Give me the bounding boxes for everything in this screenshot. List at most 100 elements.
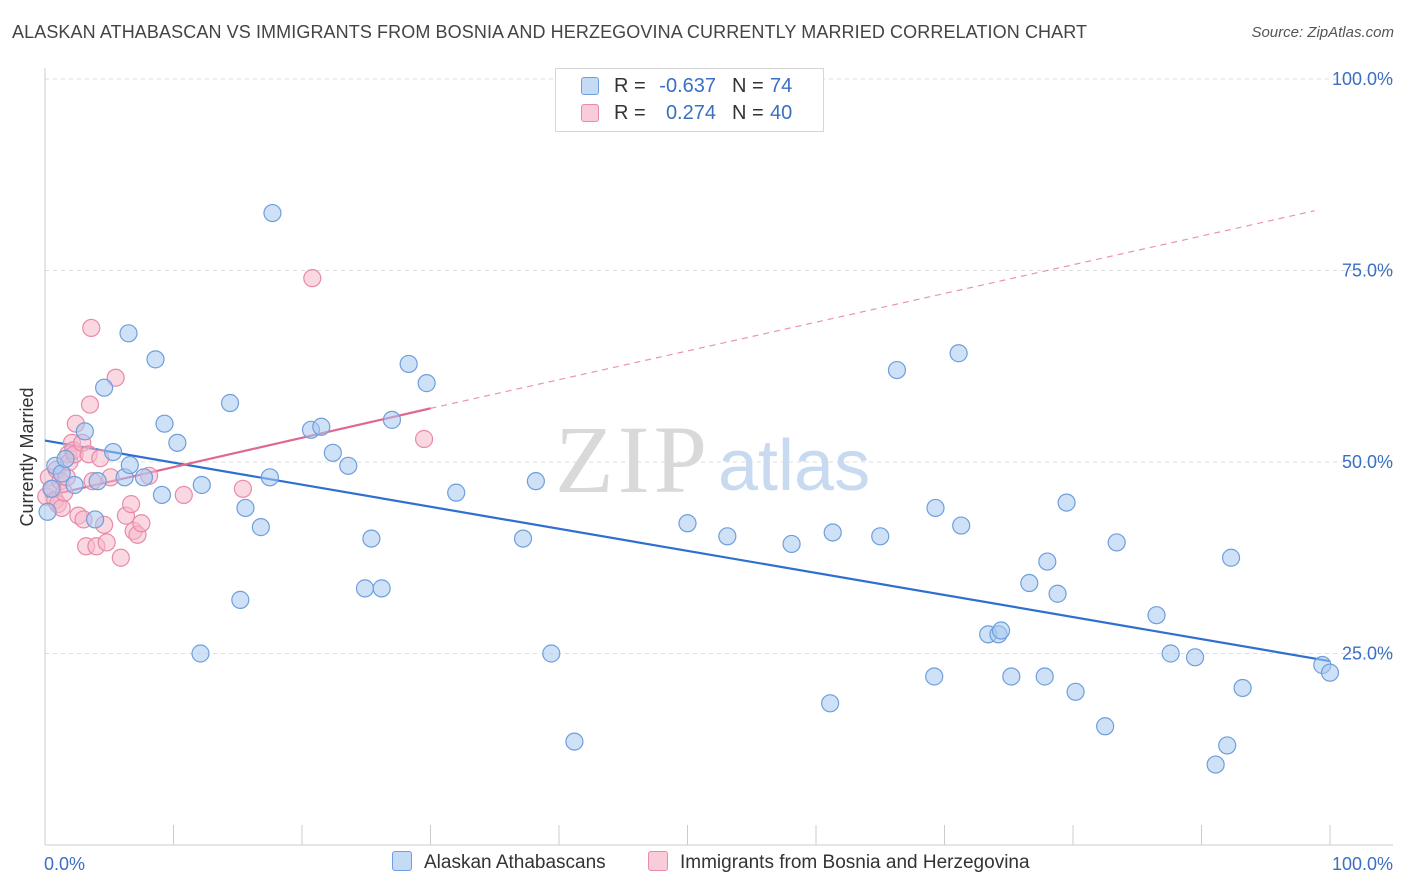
athabascan-point (372, 579, 391, 598)
bosnia-point (132, 514, 151, 533)
athabascan-point (86, 510, 105, 529)
athabascan-point (104, 442, 123, 462)
y-axis-label: Currently Married (17, 387, 37, 526)
athabascan-point (88, 472, 107, 491)
athabascan-point (75, 422, 94, 441)
athabascan-point (42, 479, 61, 498)
athabascan-point (718, 527, 737, 546)
y-tick-label: 25.0% (1342, 644, 1393, 664)
athabascan-point (1020, 573, 1039, 593)
athabascan-point (220, 393, 240, 413)
athabascan-point (120, 455, 139, 475)
athabascan-point (565, 732, 584, 751)
grid-layer (45, 78, 1393, 654)
athabascan-point (871, 527, 890, 546)
athabascan-point (251, 518, 270, 537)
athabascan-point (1096, 717, 1115, 736)
athabascan-point (949, 344, 968, 363)
y-tick-label: 50.0% (1342, 452, 1393, 472)
watermark-zip: ZIP (555, 406, 711, 513)
athabascan-point (56, 449, 75, 469)
athabascan-point (323, 443, 342, 462)
bosnia-point (106, 368, 125, 387)
athabascan-point (678, 514, 697, 533)
legend-r-value: 0.274 (665, 102, 716, 124)
athabascan-point (1038, 552, 1057, 571)
legend-label-bosnia: Immigrants from Bosnia and Herzegovina (680, 852, 1030, 873)
bosnia-point (303, 269, 322, 288)
y-tick-label: 75.0% (1342, 261, 1393, 281)
athabascan-point (887, 360, 907, 380)
athabascan-point (1147, 606, 1166, 625)
athabascan-point (155, 414, 174, 433)
athabascan-point (1066, 682, 1085, 701)
athabascan-point (134, 468, 154, 487)
athabascan-point (417, 374, 436, 393)
athabascan-point (1206, 755, 1225, 774)
athabascan-point (1057, 493, 1076, 512)
athabascan-point (526, 472, 545, 491)
bosnia-point (121, 495, 141, 514)
athabascan-point (823, 523, 842, 542)
athabascan-point (1221, 548, 1241, 567)
legend-n-label: N = (732, 102, 764, 124)
athabascan-point (260, 468, 279, 487)
trend-line-athabascans (44, 439, 1331, 663)
series-alaskan-athabascans-points (38, 203, 1340, 774)
chart-title: ALASKAN ATHABASCAN VS IMMIGRANTS FROM BO… (12, 22, 1088, 42)
athabascan-point (952, 516, 971, 535)
athabascan-point (355, 579, 375, 598)
athabascan-point (1107, 533, 1126, 552)
athabascan-point (312, 417, 331, 436)
athabascan-point (152, 485, 172, 505)
bosnia-point (233, 479, 252, 498)
legend-n-value: 40 (770, 102, 793, 124)
athabascan-point (991, 621, 1011, 640)
bosnia-point (97, 533, 116, 552)
athabascan-point (447, 483, 466, 502)
athabascan-point (362, 529, 381, 548)
athabascan-point (236, 498, 255, 518)
athabascan-point (1002, 667, 1021, 686)
athabascan-point (399, 354, 418, 374)
legend-swatch-blue (392, 851, 412, 871)
athabascan-point (1218, 736, 1237, 755)
legend-item-athabascans: Alaskan Athabascans (392, 851, 606, 874)
legend-swatch-blue (581, 77, 599, 95)
athabascan-point (542, 644, 561, 663)
watermark-atlas: atlas (718, 426, 870, 506)
athabascan-point (168, 433, 187, 452)
x-tick-label: 100.0% (1332, 854, 1393, 874)
athabascan-point (146, 350, 165, 369)
bosnia-point (174, 485, 193, 505)
legend-r-label: R = (614, 75, 646, 97)
legend-n-value: 74 (770, 75, 793, 97)
athabascan-point (339, 456, 358, 475)
bosnia-point (80, 395, 100, 414)
athabascan-point (821, 694, 840, 713)
legend-n-label: N = (732, 75, 764, 97)
athabascan-point (926, 498, 945, 518)
athabascan-point (1035, 667, 1054, 686)
legend-r-label: R = (614, 102, 646, 124)
athabascan-point (191, 644, 210, 663)
athabascan-point (38, 502, 57, 521)
athabascan-point (119, 324, 138, 343)
athabascan-point (65, 475, 84, 495)
source-label: Source: ZipAtlas.com (1251, 24, 1394, 41)
athabascan-point (1161, 644, 1180, 663)
athabascan-point (1233, 678, 1252, 698)
axis-layer: 25.0% 50.0% 75.0% 100.0% 0.0% 100.0% (44, 68, 1393, 874)
athabascan-point (1048, 584, 1067, 603)
athabascan-point (192, 475, 211, 495)
athabascan-point (925, 667, 944, 686)
y-tick-label: 100.0% (1332, 69, 1393, 89)
bosnia-point (414, 429, 434, 449)
athabascan-point (1185, 648, 1205, 667)
legend-swatch-pink (648, 851, 668, 871)
legend-swatch-pink (581, 104, 599, 122)
athabascan-point (231, 590, 250, 609)
athabascan-point (382, 410, 402, 429)
stats-legend: R = -0.637 N = 74 R = 0.274 N = 40 (555, 68, 824, 132)
